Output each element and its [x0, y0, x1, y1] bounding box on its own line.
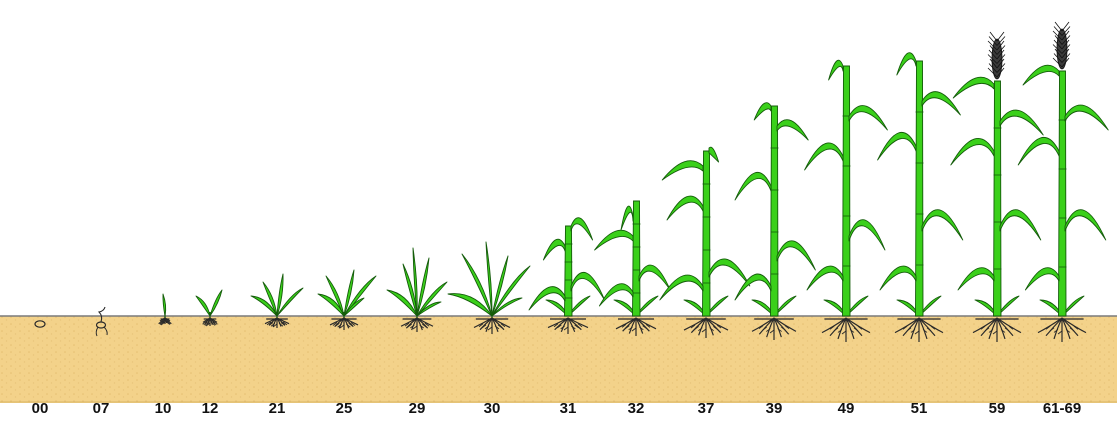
- plant-stage-59: [950, 31, 1044, 317]
- roots-stage-49: [821, 317, 871, 342]
- roots-stage-32: [615, 317, 657, 336]
- stage-label-00: 00: [31, 400, 49, 417]
- plant-stage-12: [195, 289, 223, 318]
- stage-label-31: 31: [559, 400, 577, 417]
- stage-label-25: 25: [335, 400, 353, 417]
- roots-stage-25: [329, 317, 359, 330]
- stage-labels: 00 07 10 12 21 25 29 30 31 32 37 39 49 5…: [0, 400, 1117, 422]
- plant-stage-37: [659, 146, 751, 317]
- roots-stage-10: [158, 317, 172, 326]
- stage-label-37: 37: [697, 400, 715, 417]
- plant-stage-51: [877, 52, 964, 317]
- roots-stage-21: [264, 317, 290, 328]
- plant-stage-10: [162, 293, 167, 318]
- stage-label-32: 32: [627, 400, 645, 417]
- plants-layer: [34, 21, 1109, 342]
- plant-stage-61-69: [1017, 21, 1109, 317]
- stage-label-29: 29: [408, 400, 426, 417]
- plant-stage-31: [528, 217, 606, 317]
- stage-label-49: 49: [837, 400, 855, 417]
- plant-stage-07: [95, 306, 108, 337]
- stage-label-10: 10: [154, 400, 172, 417]
- plant-stage-39: [734, 102, 816, 317]
- roots-stage-51: [894, 317, 944, 342]
- wheat-head: [1052, 21, 1071, 70]
- roots-stage-61-69: [1037, 317, 1087, 342]
- stage-label-59: 59: [988, 400, 1006, 417]
- plant-stage-32: [594, 200, 671, 317]
- plant-stage-21: [250, 273, 304, 318]
- roots-stage-59: [972, 317, 1022, 342]
- roots-stage-30: [473, 317, 511, 334]
- stage-label-39: 39: [765, 400, 783, 417]
- stage-label-21: 21: [268, 400, 286, 417]
- soil-area: [0, 316, 1117, 403]
- stage-label-30: 30: [483, 400, 501, 417]
- plant-stage-00: [34, 320, 46, 328]
- stage-label-12: 12: [201, 400, 219, 417]
- roots-stage-12: [202, 317, 218, 327]
- plant-stage-25: [317, 269, 377, 318]
- plant-stage-30: [447, 241, 531, 318]
- stage-label-07: 07: [92, 400, 110, 417]
- roots-stage-37: [683, 317, 729, 338]
- roots-stage-29: [400, 317, 434, 332]
- roots-stage-39: [751, 317, 797, 340]
- plant-stage-49: [804, 59, 888, 317]
- roots-stage-31: [547, 317, 589, 334]
- wheat-head: [987, 31, 1006, 80]
- stage-label-51: 51: [910, 400, 928, 417]
- plant-stage-29: [386, 247, 448, 318]
- stage-label-61-69: 61-69: [1042, 400, 1082, 417]
